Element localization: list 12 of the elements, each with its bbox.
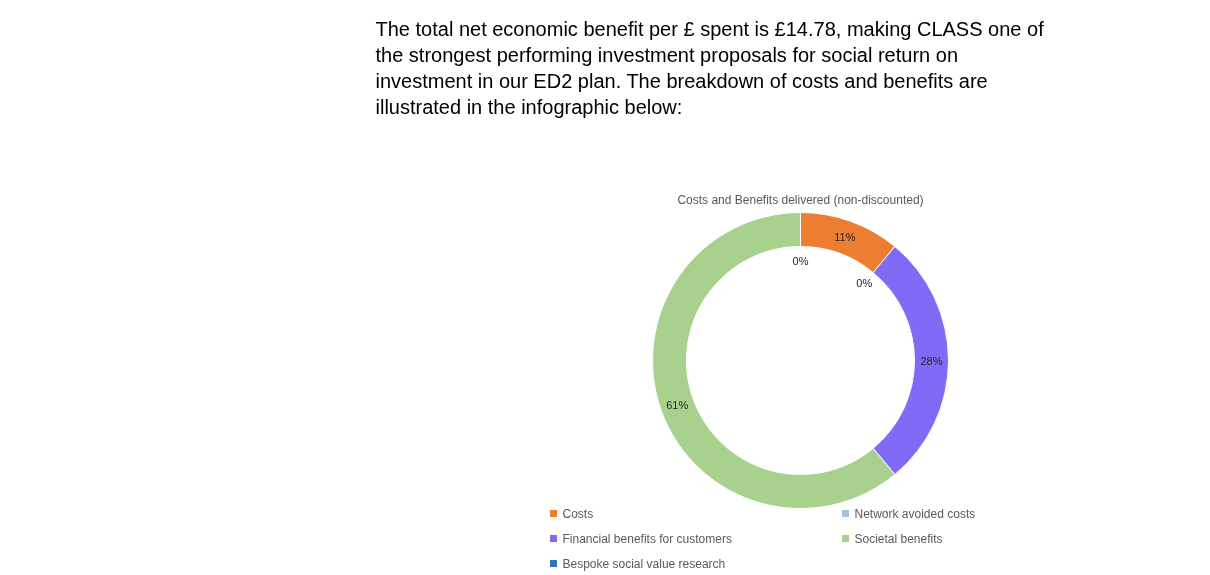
legend-label: Societal benefits: [854, 531, 943, 546]
chart-title: Costs and Benefits delivered (non-discounted): [677, 192, 924, 207]
data-label: 28%: [920, 354, 943, 367]
data-label: 11%: [834, 231, 856, 244]
legend-label: Network avoided costs: [854, 506, 976, 521]
legend-label: Bespoke social value research: [562, 556, 726, 571]
legend-label: Financial benefits for customers: [562, 531, 732, 546]
text: The total net economic benefit per £ spent is £14.78, making CLASS one of the strongest performing investment proposals for social return on investment in our ED2 plan. The breakdown of costs and benefits are illustrated in the infographic below:: [375, 17, 1045, 118]
text: 0%: [856, 277, 873, 290]
legend-label: Costs: [562, 506, 594, 521]
text: 0%: [792, 254, 809, 267]
data-label: 61%: [666, 398, 689, 411]
